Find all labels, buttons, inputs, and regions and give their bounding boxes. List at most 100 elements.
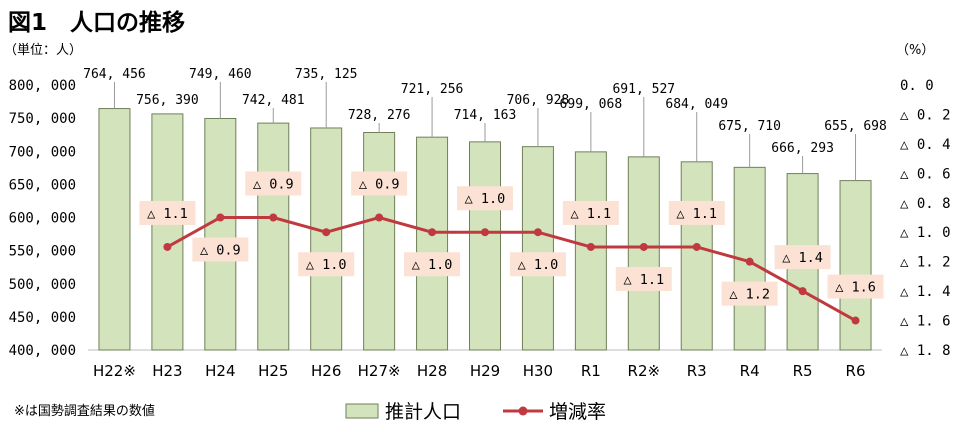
bar	[469, 141, 501, 351]
rate-label: △ 1.4	[782, 250, 823, 266]
rate-label-box	[562, 200, 619, 225]
line-point	[692, 242, 701, 251]
rate-label-box	[192, 237, 249, 262]
legend-bar-label: 推計人口	[385, 401, 461, 423]
line-path	[166, 215, 857, 322]
category-label: H26	[311, 362, 341, 380]
bar	[98, 108, 131, 351]
category-label: H28	[417, 362, 447, 380]
bar	[257, 122, 290, 351]
left-tick-label: 700, 000	[9, 144, 76, 160]
right-tick-label: △ 0. 6	[900, 166, 951, 182]
bar-value-label: 699, 068	[560, 97, 623, 112]
rate-label: △ 1.1	[676, 206, 717, 222]
rate-label-box	[245, 171, 302, 196]
bar	[839, 180, 872, 351]
left-tick-label: 650, 000	[9, 177, 76, 193]
line-point	[586, 242, 595, 251]
category-label: H27※	[358, 362, 401, 380]
line-point	[269, 213, 278, 222]
bar	[310, 127, 343, 351]
bar	[521, 146, 554, 351]
line-point	[851, 316, 860, 325]
category-label: H24	[205, 362, 235, 380]
bar-value-label: 756, 390	[136, 93, 199, 108]
bar-value-label: 721, 256	[401, 82, 464, 97]
rate-label: △ 1.1	[147, 206, 188, 222]
line-point	[216, 213, 225, 222]
left-tick-label: 550, 000	[9, 244, 76, 260]
right-axis-ticks: 0. 0 △ 0. 2 △ 0. 4 △ 0. 6 △ 0. 8 △ 1. 0 △ 1. 2…	[900, 78, 951, 359]
category-label: R6	[846, 362, 866, 380]
rate-label-box	[298, 252, 355, 277]
rate-label: △ 1.2	[729, 287, 770, 303]
rate-label: △ 1.1	[571, 206, 612, 222]
legend-bar-swatch	[345, 403, 379, 419]
category-label: R3	[687, 362, 707, 380]
category-label: H29	[470, 362, 500, 380]
bar	[151, 113, 184, 351]
bar-value-label: 666, 293	[771, 141, 834, 156]
right-axis-unit: （%）	[896, 43, 934, 58]
bar-value-label: 728, 276	[348, 108, 411, 123]
right-tick-label: △ 0. 4	[900, 137, 951, 153]
right-tick-label: △ 0. 2	[900, 107, 951, 123]
category-label: R1	[581, 362, 601, 380]
rate-label: △ 0.9	[200, 243, 241, 259]
rate-label-box	[615, 266, 672, 291]
rate-label-box	[509, 252, 566, 277]
bar	[416, 136, 449, 351]
left-tick-label: 500, 000	[9, 277, 76, 293]
rate-label-box	[351, 171, 408, 196]
rate-label: △ 1.0	[518, 257, 559, 273]
right-tick-label: △ 1. 8	[900, 343, 951, 359]
legend-line-marker	[518, 406, 528, 416]
rate-label: △ 0.9	[253, 177, 294, 193]
left-tick-label: 800, 000	[9, 78, 76, 94]
category-label: H30	[523, 362, 553, 380]
rate-label: △ 0.9	[359, 177, 400, 193]
line-point	[798, 287, 807, 296]
category-label: H25	[258, 362, 288, 380]
line-point	[639, 242, 648, 251]
rate-label-box	[668, 200, 725, 225]
rate-label: △ 1.1	[623, 272, 664, 288]
bar-value-label: 691, 527	[612, 82, 675, 97]
leader-lines	[113, 82, 857, 181]
bar-value-label: 764, 456	[83, 67, 146, 82]
right-tick-label: △ 1. 0	[900, 225, 951, 241]
bar-value-label: 714, 163	[454, 108, 517, 123]
left-axis-ticks: 400, 000 450, 000 500, 000 550, 000 600, 000…	[9, 78, 76, 359]
bar	[363, 132, 396, 351]
rate-label-box	[139, 200, 196, 225]
bar-value-label: 684, 049	[665, 97, 728, 112]
category-label: R2※	[628, 362, 661, 380]
bar-value-label: 655, 698	[824, 119, 887, 134]
line-series: △ 1.1 △ 0.9 △ 0.9 △ 1.0 △ 0.9 △ 1.0 △ 1.0 △ 1.0…	[139, 171, 884, 325]
rate-label: △ 1.0	[306, 257, 347, 273]
left-tick-label: 450, 000	[9, 310, 76, 326]
line-point	[745, 257, 754, 266]
legend-line-label: 増減率	[549, 401, 606, 423]
left-tick-label: 600, 000	[9, 211, 76, 227]
rate-label-box	[457, 186, 513, 211]
rate-label-box	[774, 245, 831, 270]
rate-label: △ 1.0	[412, 257, 453, 273]
category-label: H23	[152, 362, 182, 380]
rate-label: △ 1.6	[835, 280, 876, 296]
bar	[204, 117, 237, 351]
legend: 推計人口 増減率	[345, 401, 606, 423]
bar-value-label: 675, 710	[718, 119, 781, 134]
bar-data-labels: 764, 456 756, 390 749, 460 742, 481 735, 125…	[83, 67, 887, 156]
right-tick-label: 0. 0	[900, 78, 934, 94]
bar-series	[98, 108, 872, 351]
left-tick-label: 400, 000	[9, 343, 76, 359]
rate-label-box	[721, 281, 778, 306]
line-point	[533, 228, 542, 237]
category-label: R4	[740, 362, 760, 380]
line-point	[481, 228, 489, 237]
bar	[627, 156, 660, 351]
rate-label-box	[404, 252, 461, 277]
bar-value-label: 749, 460	[189, 67, 252, 82]
